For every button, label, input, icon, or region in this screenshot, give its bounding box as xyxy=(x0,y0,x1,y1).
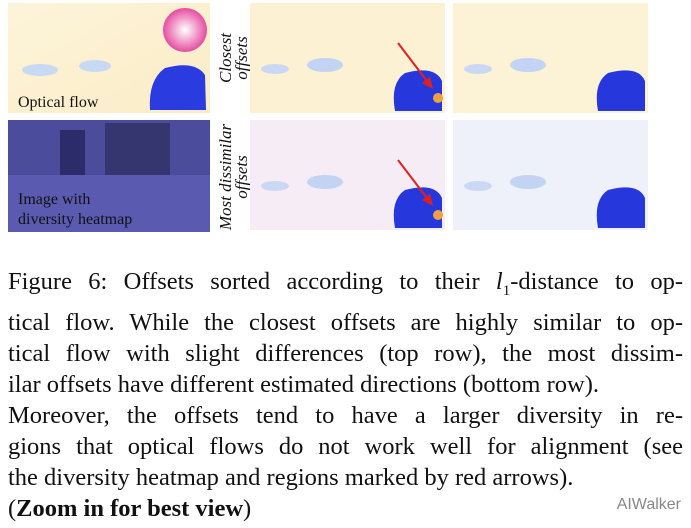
hotspot xyxy=(433,210,443,220)
color-wheel xyxy=(163,8,207,52)
caption-line: ilar offsets have different estimated di… xyxy=(8,370,600,398)
cloud xyxy=(307,58,343,72)
blob xyxy=(393,187,442,228)
caption-line: tical flow. While the closest offsets ar… xyxy=(8,308,683,336)
caption-text: ) xyxy=(243,494,252,522)
building xyxy=(105,123,170,178)
caption-line: Moreover, the offsets tend to have a lar… xyxy=(8,401,683,429)
math: l xyxy=(495,268,503,295)
cloud xyxy=(79,60,111,72)
offset-panels xyxy=(250,3,648,230)
caption: Figure 6: Offsets sorted according to th… xyxy=(8,266,683,524)
caption-text: Figure 6: Offsets sorted according to th… xyxy=(8,268,496,295)
blob xyxy=(596,70,645,111)
caption-text: ( xyxy=(8,494,17,522)
cloud xyxy=(510,58,546,72)
watermark: AIWalker xyxy=(616,496,681,513)
caption-line: the diversity heatmap and regions marked… xyxy=(8,463,574,491)
row-label: Most dissimilar xyxy=(216,123,235,231)
cloud xyxy=(261,181,289,191)
blob xyxy=(149,65,206,110)
red-arrow xyxy=(397,42,431,86)
caption-text: -distance to op- xyxy=(510,268,683,295)
panel-label: Optical flow xyxy=(18,94,99,111)
red-arrowhead xyxy=(422,194,433,206)
cloud xyxy=(261,64,289,74)
cloud xyxy=(307,175,343,189)
caption-line: gions that optical flows do not work wel… xyxy=(8,432,683,460)
caption-line: tical flow with slight differences (top … xyxy=(8,339,683,367)
cloud xyxy=(22,64,58,76)
building xyxy=(60,130,85,180)
caption-line: (Zoom in for best view) xyxy=(8,493,683,524)
panel-label: Image with xyxy=(18,191,90,208)
red-arrowhead xyxy=(422,77,433,89)
row-label: Closest xyxy=(216,32,235,83)
panel-label: diversity heatmap xyxy=(18,211,132,228)
row-label: offsets xyxy=(232,36,251,80)
blob xyxy=(393,70,442,111)
math-subscript: 1 xyxy=(502,282,511,299)
red-arrow xyxy=(397,159,431,203)
row-label: offsets xyxy=(232,155,251,199)
cloud xyxy=(464,64,492,74)
cloud xyxy=(510,175,546,189)
blob xyxy=(596,187,645,228)
caption-line: Figure 6: Offsets sorted according to th… xyxy=(8,266,683,307)
cloud xyxy=(464,181,492,191)
figure: Optical flow Image with diversity heatma… xyxy=(8,3,648,232)
caption-bold: Zoom in for best view xyxy=(16,494,244,522)
hotspot xyxy=(433,93,443,103)
street xyxy=(8,175,210,232)
